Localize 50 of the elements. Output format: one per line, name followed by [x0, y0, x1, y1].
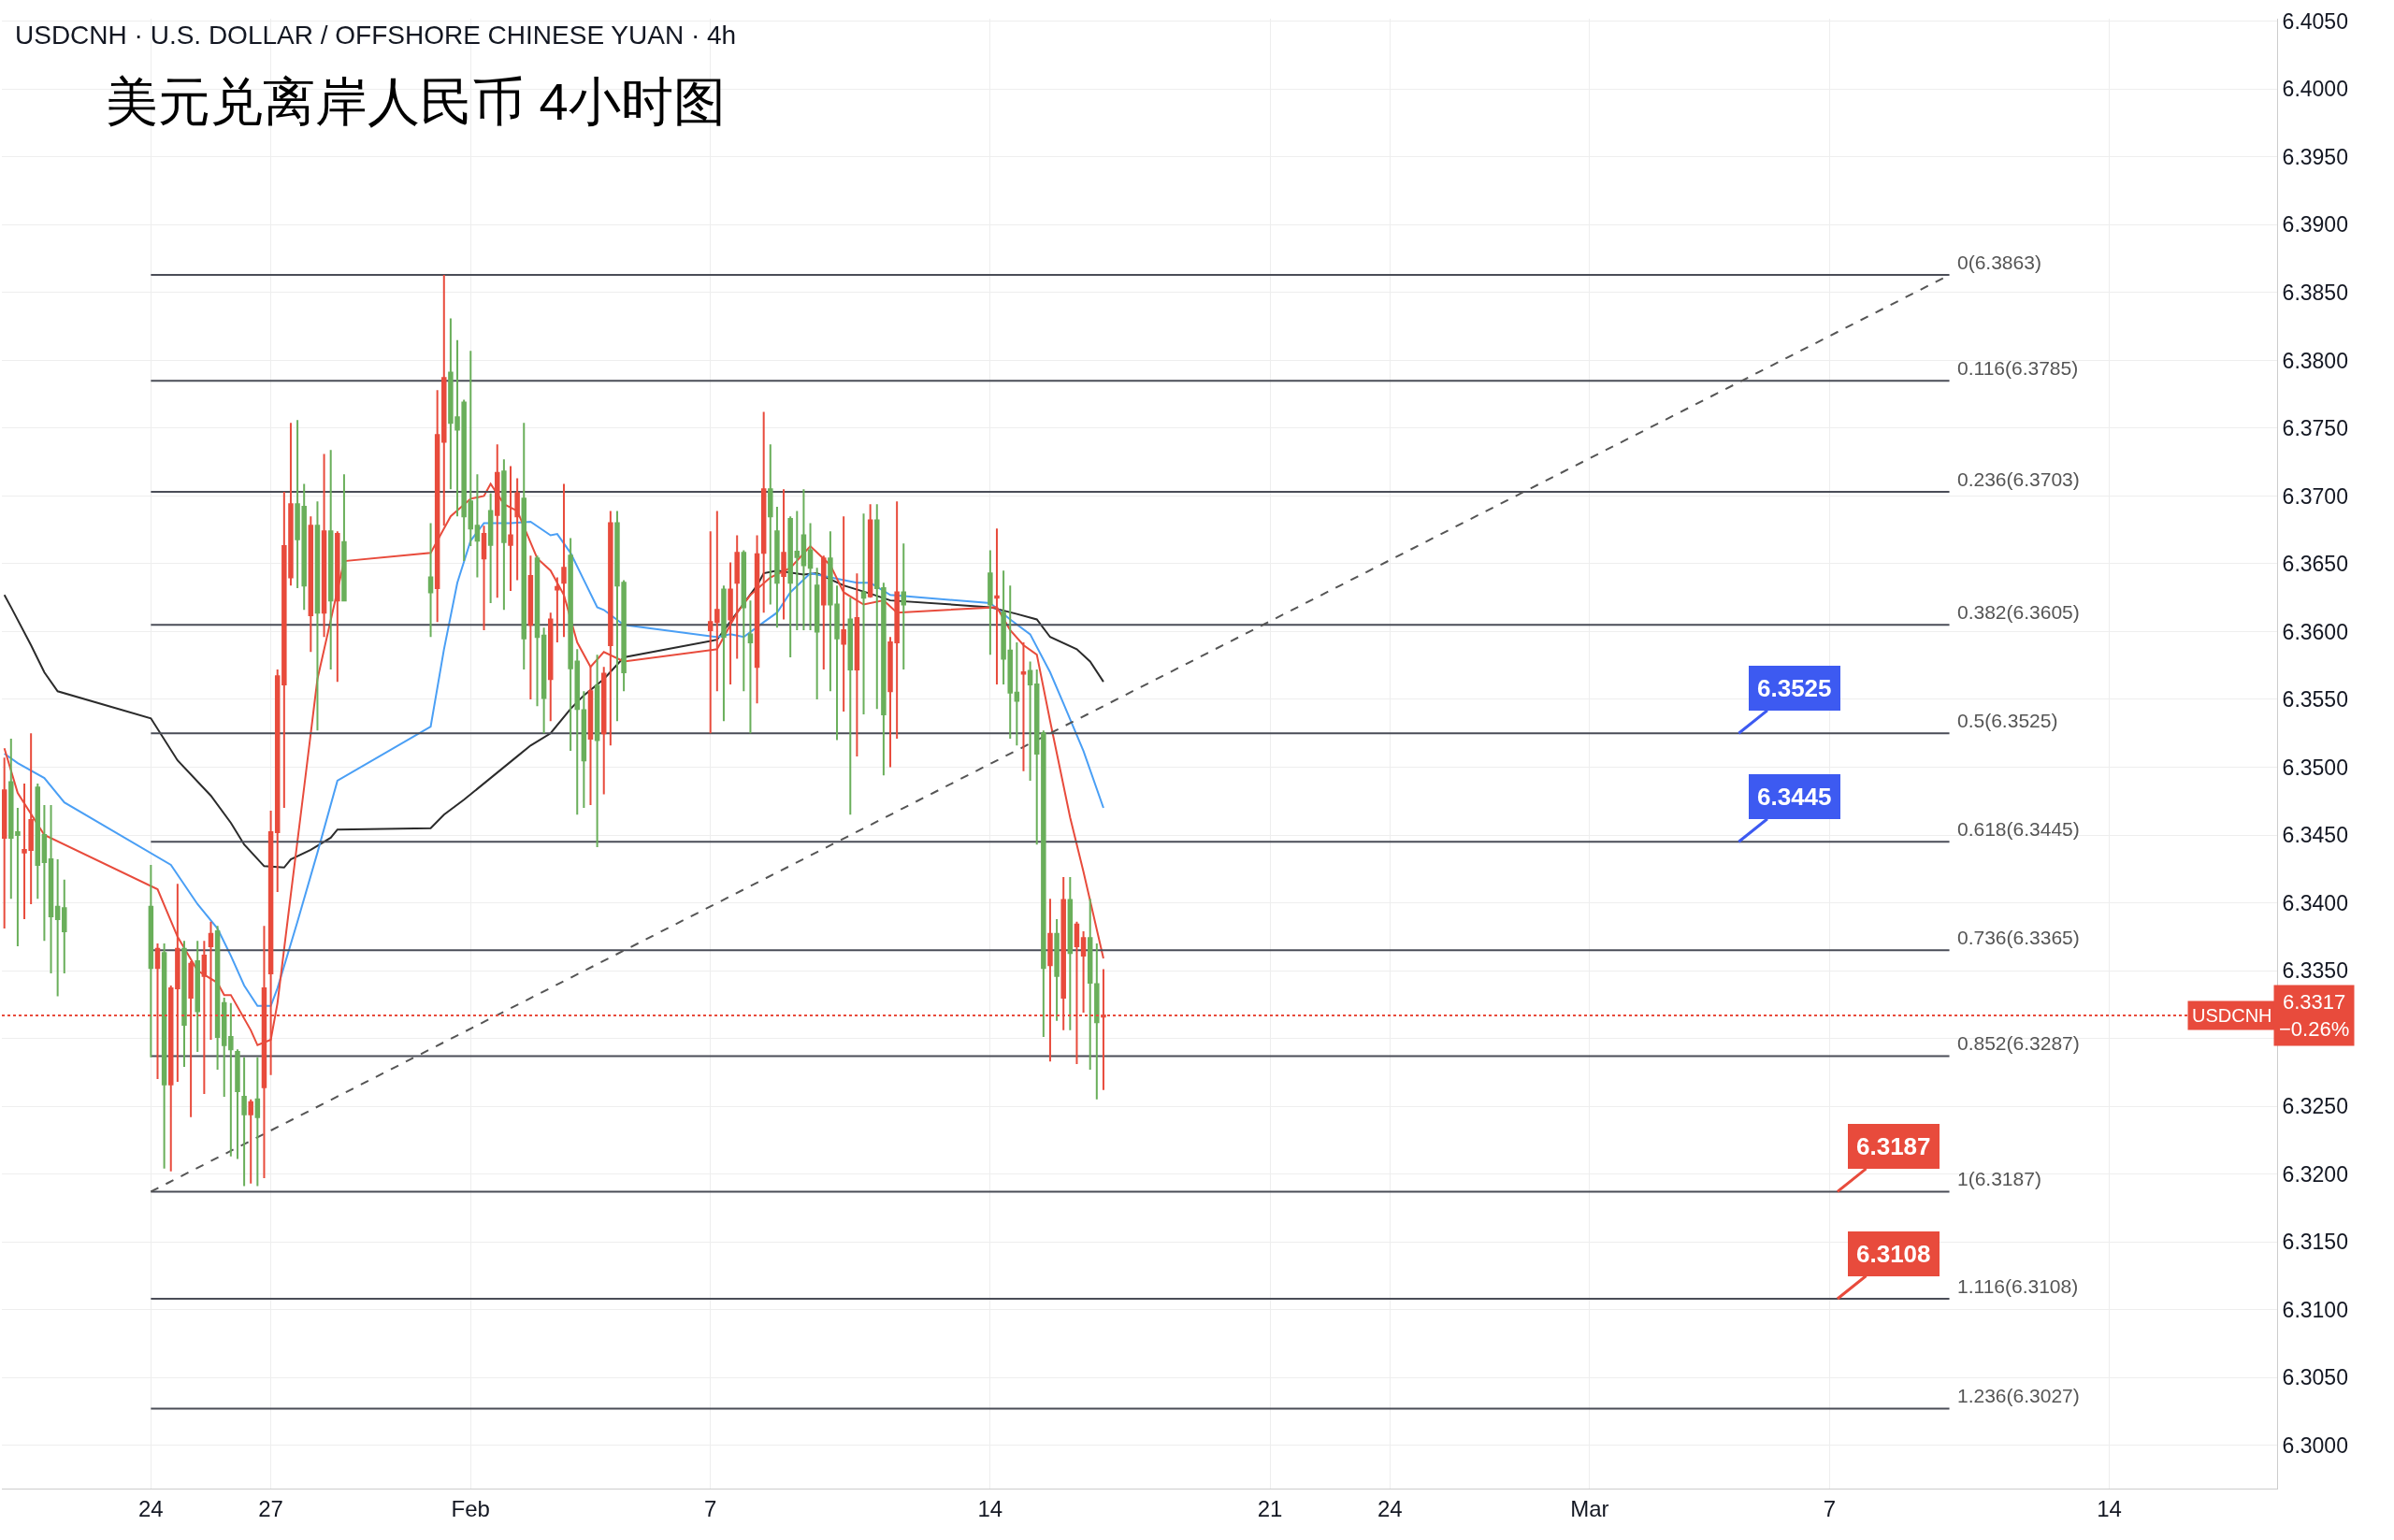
- y-tick-label: 6.3850: [2282, 280, 2348, 305]
- y-tick-label: 6.3400: [2282, 890, 2348, 915]
- x-tick-label: 21: [1257, 1495, 1283, 1521]
- annotation: 1.116(6.3108): [1957, 1275, 2079, 1297]
- annotation: 0.618(6.3445): [1957, 818, 2080, 840]
- annotation: 0(6.3863): [1957, 252, 2041, 273]
- x-tick-label: 7: [1823, 1495, 1837, 1521]
- chart-title: USDCNH · U.S. DOLLAR / OFFSHORE CHINESE YUAN · 4h: [15, 21, 737, 50]
- x-tick-label: 24: [1377, 1495, 1403, 1521]
- y-tick-label: 6.4050: [2282, 8, 2348, 34]
- x-tick-label: 14: [977, 1495, 1003, 1521]
- annotation: 6.3445: [1757, 783, 1832, 811]
- annotation: 1(6.3187): [1957, 1168, 2041, 1189]
- annotation: 0.382(6.3605): [1957, 601, 2080, 623]
- annotation: 6.3108: [1856, 1240, 1931, 1268]
- y-tick-label: 6.3500: [2282, 755, 2348, 780]
- x-tick-label: Mar: [1570, 1495, 1609, 1521]
- y-tick-label: 6.4000: [2282, 77, 2348, 102]
- x-tick-label: 24: [138, 1495, 164, 1521]
- annotation: 6.3187: [1856, 1132, 1931, 1160]
- y-tick-label: 6.3750: [2282, 416, 2348, 441]
- y-tick-label: 6.3450: [2282, 823, 2348, 848]
- annotation: 6.3317 −0.26%: [2279, 990, 2350, 1041]
- y-tick-label: 6.3950: [2282, 144, 2348, 169]
- ref-line-label: USDCNH: [2192, 1005, 2272, 1026]
- y-tick-label: 6.3550: [2282, 687, 2348, 712]
- y-tick-label: 6.3650: [2282, 552, 2348, 577]
- annotation: 0.736(6.3365): [1957, 927, 2080, 948]
- y-tick-label: 6.3150: [2282, 1230, 2348, 1255]
- y-tick-label: 6.3100: [2282, 1297, 2348, 1322]
- x-tick-label: 27: [258, 1495, 283, 1521]
- x-tick-label: Feb: [451, 1495, 490, 1521]
- annotation: 0.852(6.3287): [1957, 1032, 2080, 1054]
- y-tick-label: 6.3800: [2282, 348, 2348, 373]
- y-tick-label: 6.3050: [2282, 1365, 2348, 1390]
- annotation: 0.236(6.3703): [1957, 468, 2080, 490]
- annotation: 0.5(6.3525): [1957, 710, 2058, 731]
- x-tick-label: 7: [704, 1495, 717, 1521]
- y-tick-label: 6.3350: [2282, 958, 2348, 984]
- y-tick-label: 6.3700: [2282, 483, 2348, 509]
- y-tick-label: 6.3900: [2282, 212, 2348, 237]
- y-tick-label: 6.3200: [2282, 1161, 2348, 1187]
- annotation: 0.116(6.3785): [1957, 357, 2079, 379]
- y-tick-label: 6.3000: [2282, 1432, 2348, 1458]
- y-tick-label: 6.3250: [2282, 1094, 2348, 1119]
- y-tick-label: 6.3600: [2282, 619, 2348, 644]
- x-tick-label: 14: [2097, 1495, 2122, 1521]
- annotation: 1.236(6.3027): [1957, 1385, 2080, 1406]
- annotation: 6.3525: [1757, 674, 1832, 702]
- text: 美元兑离岸人民币 4小时图: [106, 72, 726, 131]
